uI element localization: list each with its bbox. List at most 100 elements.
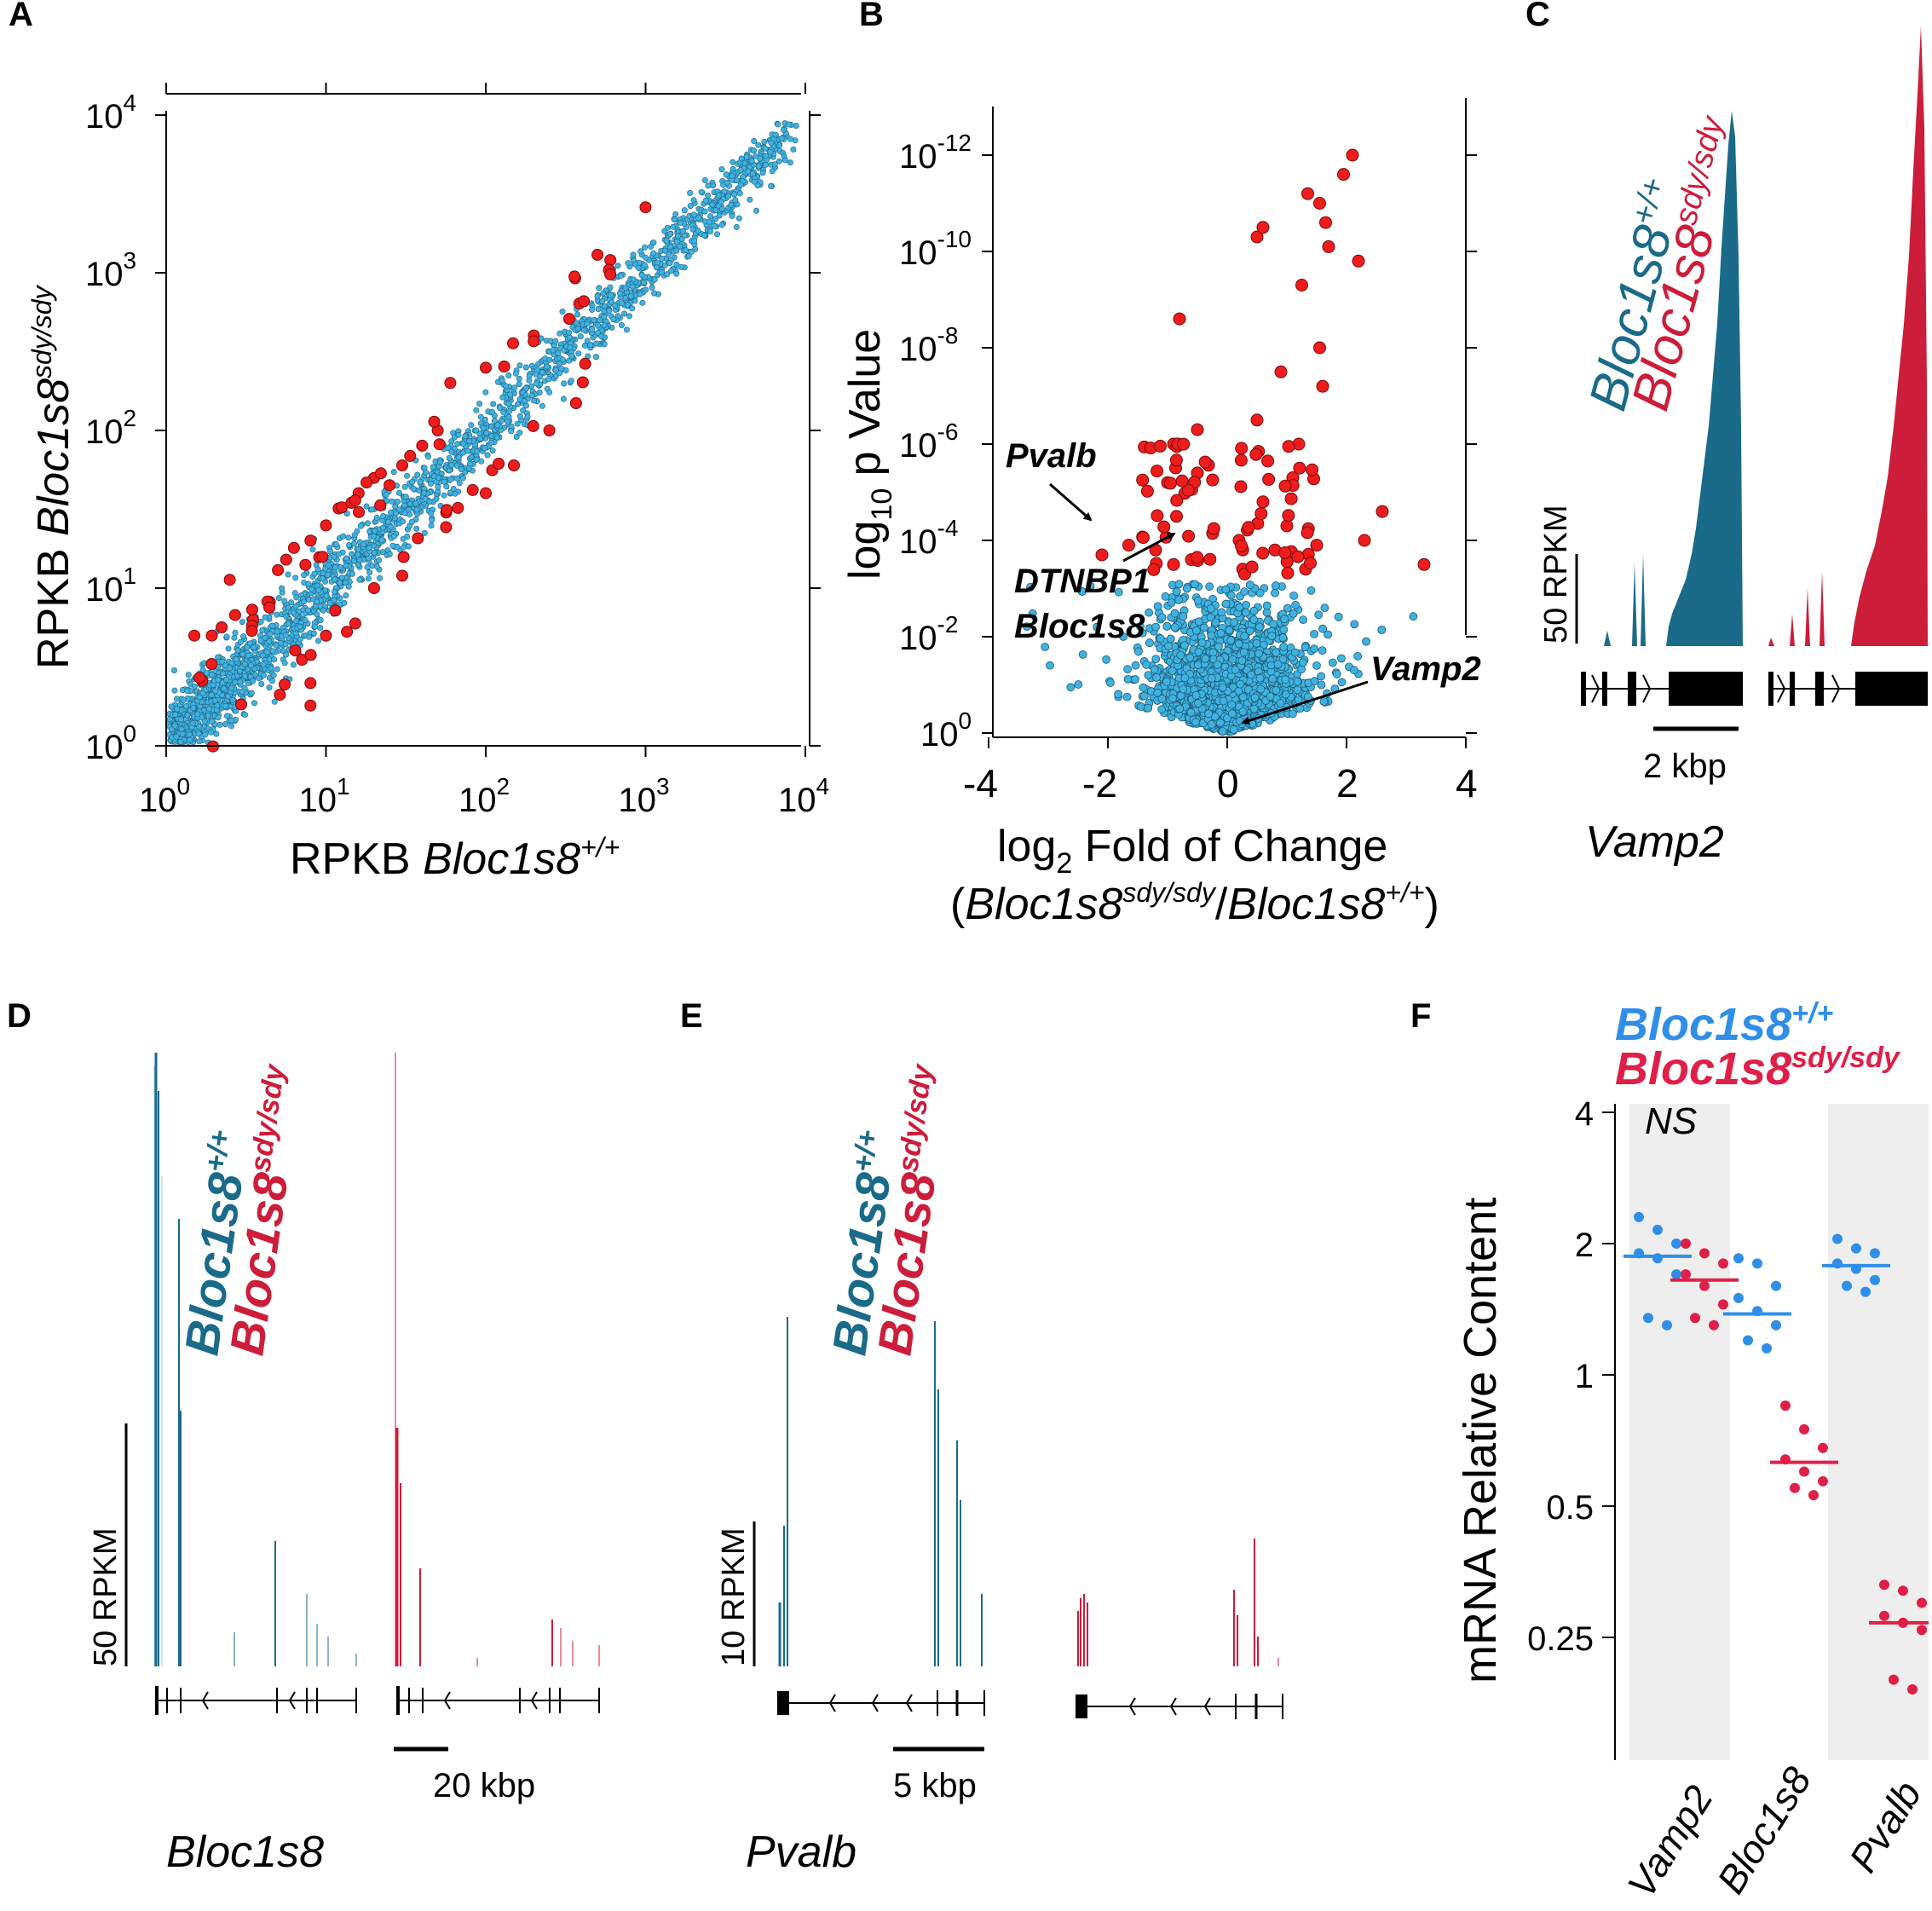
panel-a-gene-point (310, 630, 317, 637)
panel-a-gene-point (711, 222, 718, 229)
panel-a-gene-point (642, 244, 649, 251)
panel-a-gene-point (171, 687, 178, 694)
panel-b-gene-point (1318, 646, 1327, 655)
panel-a-gene-point (753, 207, 759, 214)
panel-b-gene-point (1218, 683, 1227, 692)
panel-a-gene-point (225, 645, 232, 652)
panel-a-gene-point (174, 706, 181, 713)
panel-b-significant-point (1310, 539, 1324, 552)
panel-b-significant-point (1234, 480, 1248, 494)
panel-a-gene-point (601, 322, 608, 329)
panel-a-gene-point (729, 172, 735, 179)
panel-a-gene-point (737, 182, 744, 188)
panel-a-gene-point (637, 248, 644, 255)
panel-b-gene-point (1377, 626, 1387, 634)
panel-a-gene-point (775, 121, 781, 128)
panel-a-significant-point (396, 569, 408, 582)
panel-a-gene-point (224, 693, 231, 700)
panel-b-gene-point (1255, 622, 1264, 632)
panel-f-mut-point (1799, 1466, 1809, 1477)
panel-a-gene-point (679, 228, 686, 234)
panel-b-gene-point (1289, 592, 1298, 600)
panel-b-gene-point (1066, 683, 1076, 692)
panel-a-gene-point (437, 459, 444, 465)
panel-a-gene-point (332, 564, 339, 571)
panel-a-gene-point (248, 690, 255, 696)
panel-a-gene-point (213, 730, 220, 737)
panel-b-gene-point (1310, 677, 1319, 686)
panel-b-gene-point (1201, 655, 1210, 663)
panel-a-gene-point (594, 293, 601, 300)
panel-a-gene-point (173, 733, 180, 740)
panel-f-mut-point (1718, 1299, 1728, 1310)
panel-b-significant-point (1154, 439, 1167, 453)
panel-a-gene-point (599, 298, 606, 305)
panel-f-mut-point (1690, 1313, 1700, 1324)
panel-a-gene-point (627, 293, 634, 300)
panel-b-gene-point (1182, 584, 1191, 593)
panel-a-gene-point (616, 290, 623, 297)
panel-a-gene-point (483, 430, 490, 436)
panel-b-significant-point (1304, 557, 1317, 570)
panel-b-gene-point (1194, 617, 1203, 626)
panel-b-significant-point (1175, 474, 1189, 488)
panel-a-gene-point (724, 193, 731, 199)
panel-a-gene-point (610, 316, 617, 323)
panel-a-gene-point (338, 574, 345, 581)
panel-a-significant-point (349, 617, 361, 630)
panel-b-ytick: 100 (920, 707, 972, 753)
panel-b-gene-point (1161, 592, 1170, 601)
panel-b-gene-point (1249, 606, 1259, 615)
panel-a-xtick: 102 (458, 773, 510, 819)
panel-a-gene-point (514, 420, 521, 427)
panel-b-significant-point (1182, 529, 1196, 543)
panel-b-gene-point (1207, 631, 1216, 640)
panel-a-gene-point (625, 260, 632, 267)
panel-a-gene-point (608, 292, 614, 298)
panel-b-gene-point (1293, 685, 1302, 695)
panel-a-gene-point (228, 717, 234, 724)
panel-a-gene-point (748, 158, 755, 165)
panel-a-gene-point (379, 549, 386, 556)
panel-a-gene-point (373, 563, 380, 570)
panel-a-gene-point (196, 738, 203, 745)
panel-a-gene-point (385, 518, 392, 525)
panel-a-gene-point (373, 514, 380, 521)
panel-b-significant-point (1206, 473, 1220, 487)
panel-b-gene-point (1131, 675, 1139, 684)
panel-a-gene-point (292, 603, 299, 609)
panel-a-gene-point (370, 533, 377, 540)
panel-a-gene-point (531, 397, 538, 404)
panel-a-significant-point (433, 438, 446, 451)
panel-b-significant-point (1249, 447, 1263, 461)
panel-a-gene-point (663, 237, 670, 244)
panel-a-gene-point (718, 205, 725, 212)
panel-b-gene-point (1166, 634, 1175, 644)
panel-b-gene-point (1131, 661, 1140, 670)
panel-a-gene-point (637, 291, 643, 297)
panel-a-gene-point (331, 588, 337, 595)
panel-b-gene-point (1317, 672, 1325, 681)
panel-f-mut-point (1907, 1684, 1918, 1694)
panel-a-significant-point (274, 689, 286, 701)
panel-a-gene-point (202, 731, 209, 738)
panel-a-significant-point (349, 494, 361, 507)
panel-b-significant-point (1316, 379, 1329, 393)
panel-a-gene-point (659, 255, 666, 262)
panel-a-gene-point (489, 447, 496, 454)
panel-b-significant-point (1346, 148, 1359, 162)
panel-label-b: B (859, 0, 884, 33)
panel-a-gene-point (721, 188, 728, 195)
panel-a-ytick: 100 (85, 720, 136, 766)
panel-a-gene-point (506, 407, 513, 414)
panel-a-gene-point (447, 462, 454, 469)
annotation-bloc1s8: Bloc1s8 (1014, 608, 1145, 645)
panel-a-significant-point (320, 519, 332, 532)
panel-b-gene-point (1273, 660, 1283, 669)
panel-a-gene-point (574, 325, 581, 332)
panel-a-gene-point (664, 224, 671, 231)
panel-b-gene-point (1122, 692, 1132, 701)
panel-b-gene-point (1299, 658, 1307, 667)
panel-b-gene-point (1289, 709, 1297, 719)
panel-a-gene-point (240, 633, 247, 640)
